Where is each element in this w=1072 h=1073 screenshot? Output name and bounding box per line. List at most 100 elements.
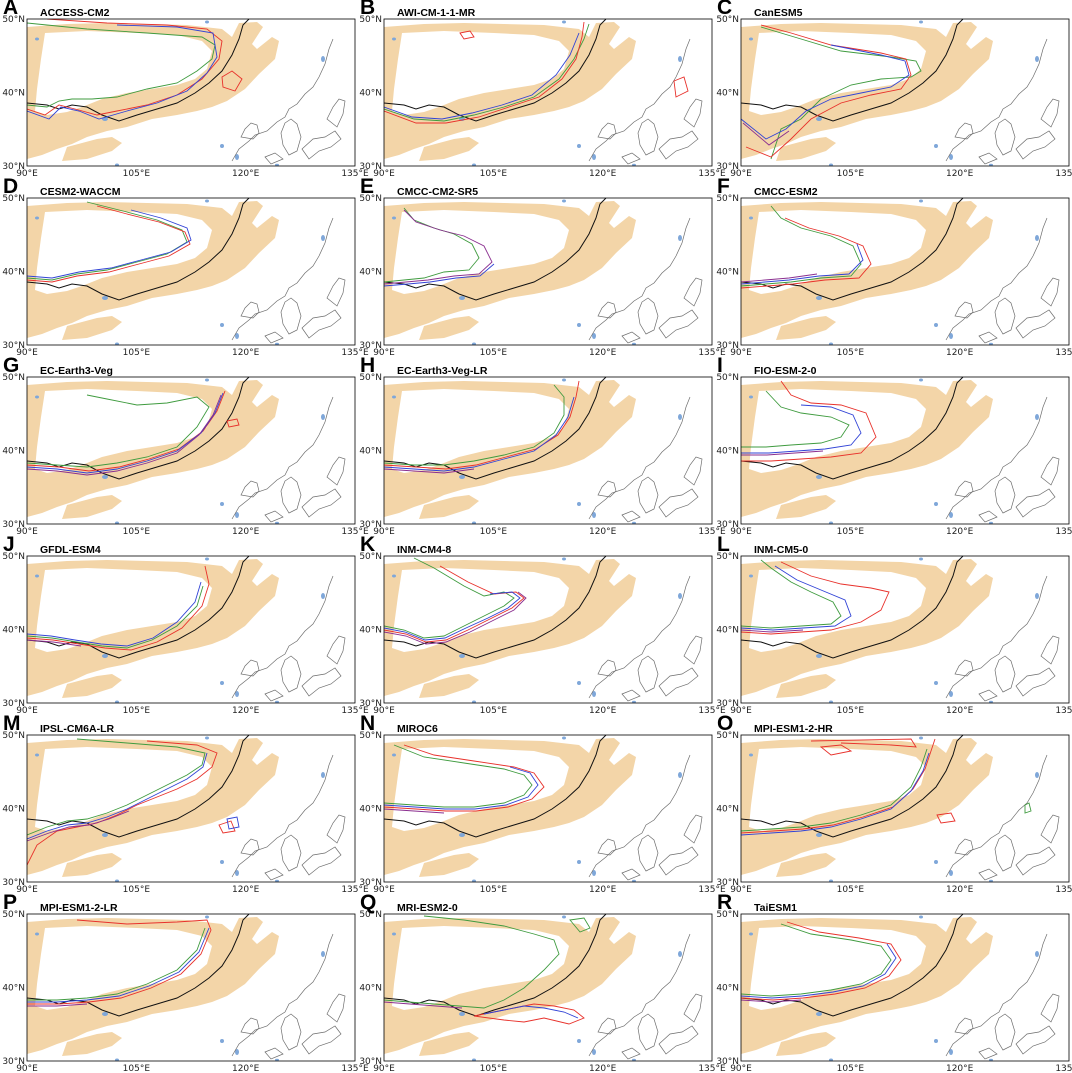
observed-boundary-line: [384, 735, 607, 838]
coastline: [954, 301, 974, 319]
model-boundary-line: [741, 217, 872, 289]
observed-boundary-line: [741, 556, 964, 659]
x-tick-label: 120°E: [946, 348, 974, 358]
model-boundary-line: [384, 557, 515, 639]
y-tick-label: 50°N: [2, 15, 25, 25]
map-panel-l: 50°N 40°N 30°N90°E 105°E 120°E 135°E L INM-CM5-…: [714, 533, 1072, 716]
lake-marker: [749, 932, 753, 936]
observed-boundary-line: [27, 735, 250, 838]
coastline: [301, 846, 342, 876]
coastline: [658, 309, 699, 339]
x-tick-label: 120°E: [589, 348, 617, 358]
model-boundary-line: [27, 392, 224, 474]
lake-marker: [392, 37, 396, 41]
coastline: [1040, 456, 1060, 486]
y-tick-label: 40°N: [359, 626, 382, 636]
coastline: [1015, 846, 1056, 876]
panel-letter: P: [3, 891, 18, 914]
y-tick-label: 50°N: [716, 731, 739, 741]
model-boundary-line: [384, 591, 521, 641]
y-tick-label: 40°N: [359, 805, 382, 815]
lake-marker: [1035, 772, 1039, 778]
y-tick-label: 30°N: [716, 1057, 739, 1067]
coastline: [683, 635, 703, 665]
lake-marker: [1035, 56, 1039, 62]
coastline: [264, 868, 284, 881]
lake-marker: [562, 915, 566, 919]
model-boundary-line: [384, 744, 545, 812]
model-boundary-line: [27, 752, 208, 840]
lake-marker: [321, 772, 325, 778]
model-boundary-line: [27, 927, 206, 1001]
model-boundary-line: [27, 919, 212, 1005]
lake-marker: [816, 475, 822, 479]
lake-marker: [102, 1012, 108, 1016]
x-tick-label: 105°E: [480, 706, 508, 716]
x-tick-label: 105°E: [837, 527, 865, 537]
map-svg: 50°N 40°N 30°N90°E 105°E 120°E 135°E: [2, 373, 369, 537]
y-tick-label: 50°N: [716, 552, 739, 562]
model-boundary-line: [27, 927, 210, 1003]
model-boundary-line: [741, 943, 897, 999]
model-boundary-line: [27, 585, 204, 649]
coastline: [637, 297, 659, 335]
panel-model-name: IPSL-CM6A-LR: [40, 723, 115, 735]
observed-boundary-line: [741, 735, 964, 838]
lake-marker: [934, 681, 938, 685]
observed-boundary-line: [384, 19, 607, 122]
map-panel-i: 50°N 40°N 30°N90°E 105°E 120°E 135°E I FIO-ESM-…: [714, 354, 1072, 537]
map-panel-c: 50°N 40°N 30°N90°E 105°E 120°E 135°E C CanESM5: [714, 0, 1072, 179]
map-frame: [26, 555, 356, 704]
y-tick-label: 30°N: [2, 162, 25, 172]
y-tick-label: 30°N: [716, 699, 739, 709]
coastline: [597, 659, 617, 677]
coastline: [954, 1017, 974, 1035]
lake-marker: [102, 296, 108, 300]
lake-marker: [934, 860, 938, 864]
model-boundary-line: [741, 404, 862, 454]
coastline: [1040, 993, 1060, 1023]
lake-marker: [472, 521, 476, 524]
y-tick-label: 40°N: [359, 268, 382, 278]
shading-region: [741, 738, 993, 877]
lake-marker: [632, 1058, 636, 1061]
x-tick-label: 105°E: [480, 1064, 508, 1073]
panel-model-name: EC-Earth3-Veg: [40, 365, 113, 377]
lake-marker: [472, 1058, 476, 1061]
panel-letter: R: [717, 891, 733, 914]
lake-marker: [275, 700, 279, 703]
lake-marker: [220, 1039, 224, 1043]
y-tick-label: 40°N: [716, 268, 739, 278]
x-tick-label: 120°E: [946, 527, 974, 537]
coastline: [326, 814, 346, 844]
map-svg: 50°N 40°N 30°N90°E 105°E 120°E 135°E: [359, 373, 726, 537]
lake-marker: [1035, 951, 1039, 957]
lake-marker: [35, 574, 39, 578]
lake-marker: [577, 860, 581, 864]
lake-marker: [577, 323, 581, 327]
lake-marker: [592, 154, 596, 160]
map-panel-b: 50°N 40°N 30°N 90°E 105°E 120°E 135°E B AWI-CM-1…: [357, 0, 726, 179]
map-svg: 50°N 40°N 30°N90°E 105°E 120°E 135°E: [2, 15, 369, 179]
lake-marker: [592, 1049, 596, 1055]
x-tick-label: 105°E: [837, 885, 865, 895]
shading-region: [384, 201, 636, 340]
observed-boundary-line: [384, 377, 607, 480]
map-panel-r: 50°N 40°N 30°N90°E 105°E 120°E 135°E R TaiESM1: [714, 891, 1072, 1073]
lake-marker: [577, 144, 581, 148]
lake-marker: [749, 216, 753, 220]
model-boundary-line: [384, 384, 565, 466]
map-panel-m: 50°N 40°N 30°N 90°E 105°E 120°E 135°E M IPSL-CM6…: [0, 712, 369, 895]
y-tick-label: 40°N: [2, 268, 25, 278]
model-boundary-line: [741, 923, 892, 997]
y-tick-label: 50°N: [359, 910, 382, 920]
map-frame: [740, 555, 1070, 704]
lake-marker: [749, 753, 753, 757]
lake-marker: [102, 654, 108, 658]
y-tick-label: 40°N: [716, 626, 739, 636]
lake-marker: [235, 512, 239, 518]
map-panel-n: 50°N 40°N 30°N 90°E 105°E 120°E 135°E N MIROC6: [357, 712, 726, 895]
model-boundary-line: [741, 44, 910, 140]
coastline: [280, 476, 302, 514]
